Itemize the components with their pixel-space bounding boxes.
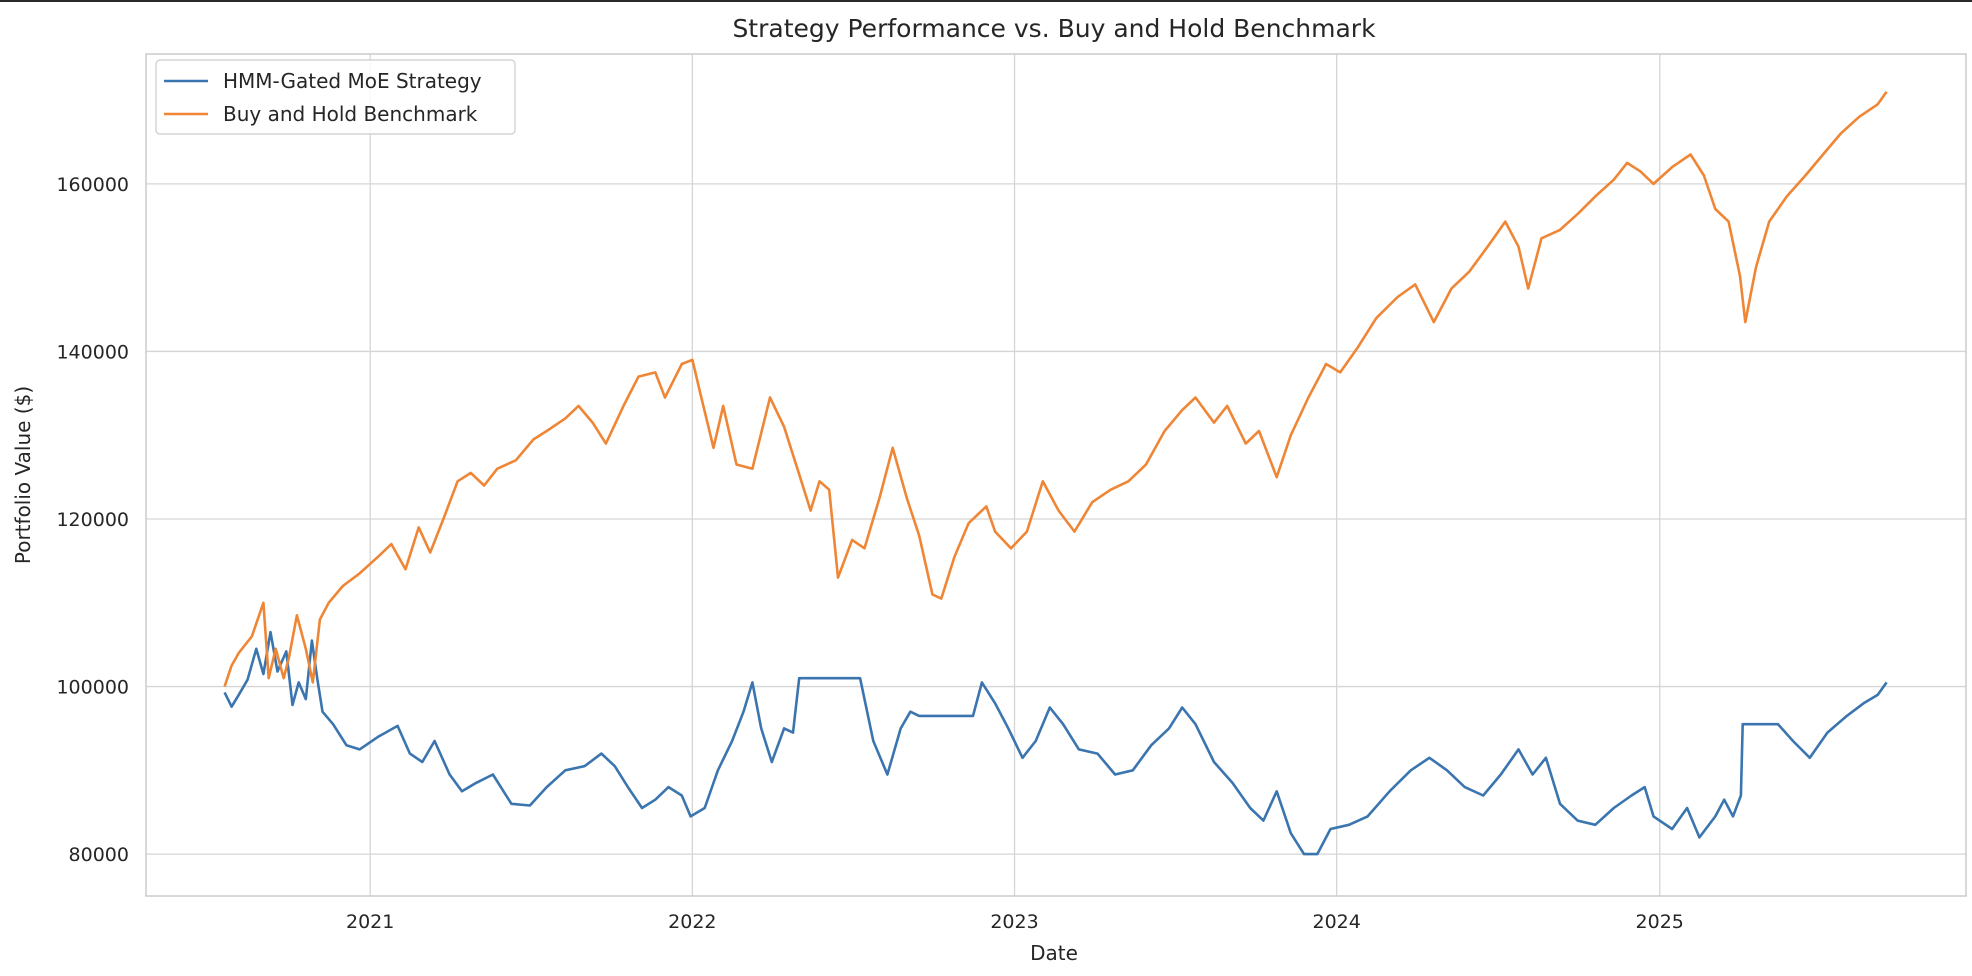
- legend-box: [155, 59, 516, 135]
- x-tick-label: 2022: [668, 911, 716, 933]
- x-tick-label: 2021: [346, 911, 394, 933]
- x-tick-label: 2025: [1636, 911, 1684, 933]
- y-tick-label: 140000: [56, 341, 129, 363]
- grid-lines: [146, 54, 1966, 896]
- top-border-line: [0, 0, 1972, 2]
- y-tick-label: 80000: [69, 844, 129, 866]
- y-tick-label: 100000: [56, 677, 129, 699]
- legend-label-benchmark: Buy and Hold Benchmark: [223, 102, 478, 126]
- plot-area-frame: [145, 53, 1967, 897]
- series-layer: [223, 90, 1888, 856]
- y-tick-label: 120000: [56, 509, 129, 531]
- x-axis-label: Date: [1030, 941, 1078, 965]
- y-axis-tick-labels: 80000 100000 120000 140000 160000: [56, 174, 129, 866]
- chart-title: Strategy Performance vs. Buy and Hold Be…: [732, 14, 1376, 43]
- y-tick-label: 160000: [56, 174, 129, 196]
- x-axis-tick-labels: 2021 2022 2023 2024 2025: [346, 911, 1684, 933]
- legend-label-strategy: HMM-Gated MoE Strategy: [223, 69, 482, 93]
- x-tick-label: 2023: [990, 911, 1038, 933]
- chart-legend: HMM-Gated MoE Strategy Buy and Hold Benc…: [155, 59, 516, 135]
- y-axis-label: Portfolio Value ($): [11, 386, 35, 564]
- x-tick-label: 2024: [1312, 911, 1360, 933]
- strategy-series-line: [223, 630, 1888, 856]
- benchmark-series-line: [223, 90, 1888, 687]
